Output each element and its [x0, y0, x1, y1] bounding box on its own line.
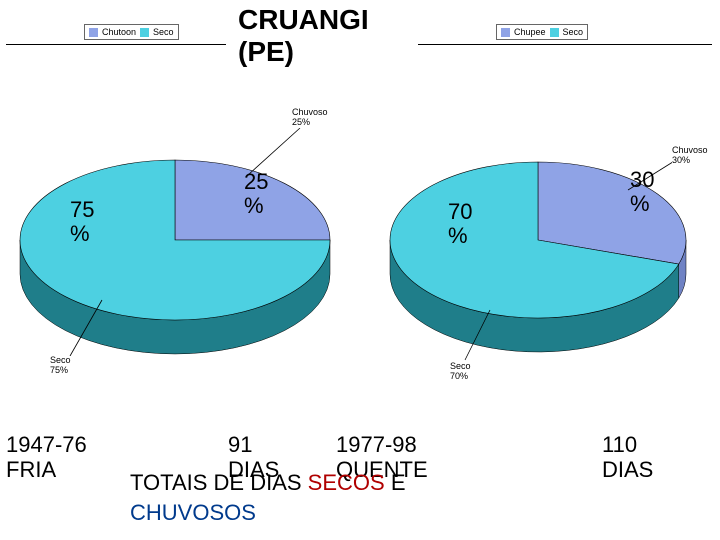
annot-right-70: 70 % — [448, 200, 472, 248]
callout-left-seco: Seco 75% — [50, 356, 71, 376]
callout-label: Seco — [450, 361, 471, 371]
period-tag: FRIA — [6, 457, 56, 482]
callout-label: Chuvoso — [672, 145, 708, 155]
callout-value: 25% — [292, 117, 310, 127]
annot-pct: % — [244, 193, 264, 218]
days-count: 110 — [602, 432, 637, 457]
callout-value: 75% — [50, 365, 68, 375]
days-count: 91 — [228, 432, 252, 457]
bottom-col-4: 110 DIAS — [602, 432, 653, 483]
bottom-overlay-line2: CHUVOSOS — [130, 500, 256, 525]
annot-num: 70 — [448, 199, 472, 224]
annot-right-30: 30 % — [630, 168, 654, 216]
period-label: 1947-76 — [6, 432, 87, 457]
callout-label: Seco — [50, 355, 71, 365]
annot-left-75: 75 % — [70, 198, 94, 246]
callout-value: 70% — [450, 371, 468, 381]
callout-value: 30% — [672, 155, 690, 165]
days-label: DIAS — [602, 457, 653, 482]
overlay-chuvosos: CHUVOSOS — [130, 500, 256, 525]
annot-left-25: 25 % — [244, 170, 268, 218]
callout-left-chuvoso: Chuvoso 25% — [292, 108, 328, 128]
callout-right-seco: Seco 70% — [450, 362, 471, 382]
bottom-overlay: TOTAIS DE DIAS SECOS E — [130, 470, 406, 495]
callout-right-chuvoso: Chuvoso 30% — [672, 146, 708, 166]
overlay-part: TOTAIS DE DIAS — [130, 470, 308, 495]
annot-pct: % — [448, 223, 468, 248]
overlay-part-red: SECOS — [308, 470, 385, 495]
bottom-col-1: 1947-76 FRIA — [6, 432, 87, 483]
annot-num: 75 — [70, 197, 94, 222]
annot-num: 30 — [630, 167, 654, 192]
period-label: 1977-98 — [336, 432, 417, 457]
overlay-part: E — [385, 470, 406, 495]
callout-label: Chuvoso — [292, 107, 328, 117]
annot-num: 25 — [244, 169, 268, 194]
annot-pct: % — [630, 191, 650, 216]
annot-pct: % — [70, 221, 90, 246]
